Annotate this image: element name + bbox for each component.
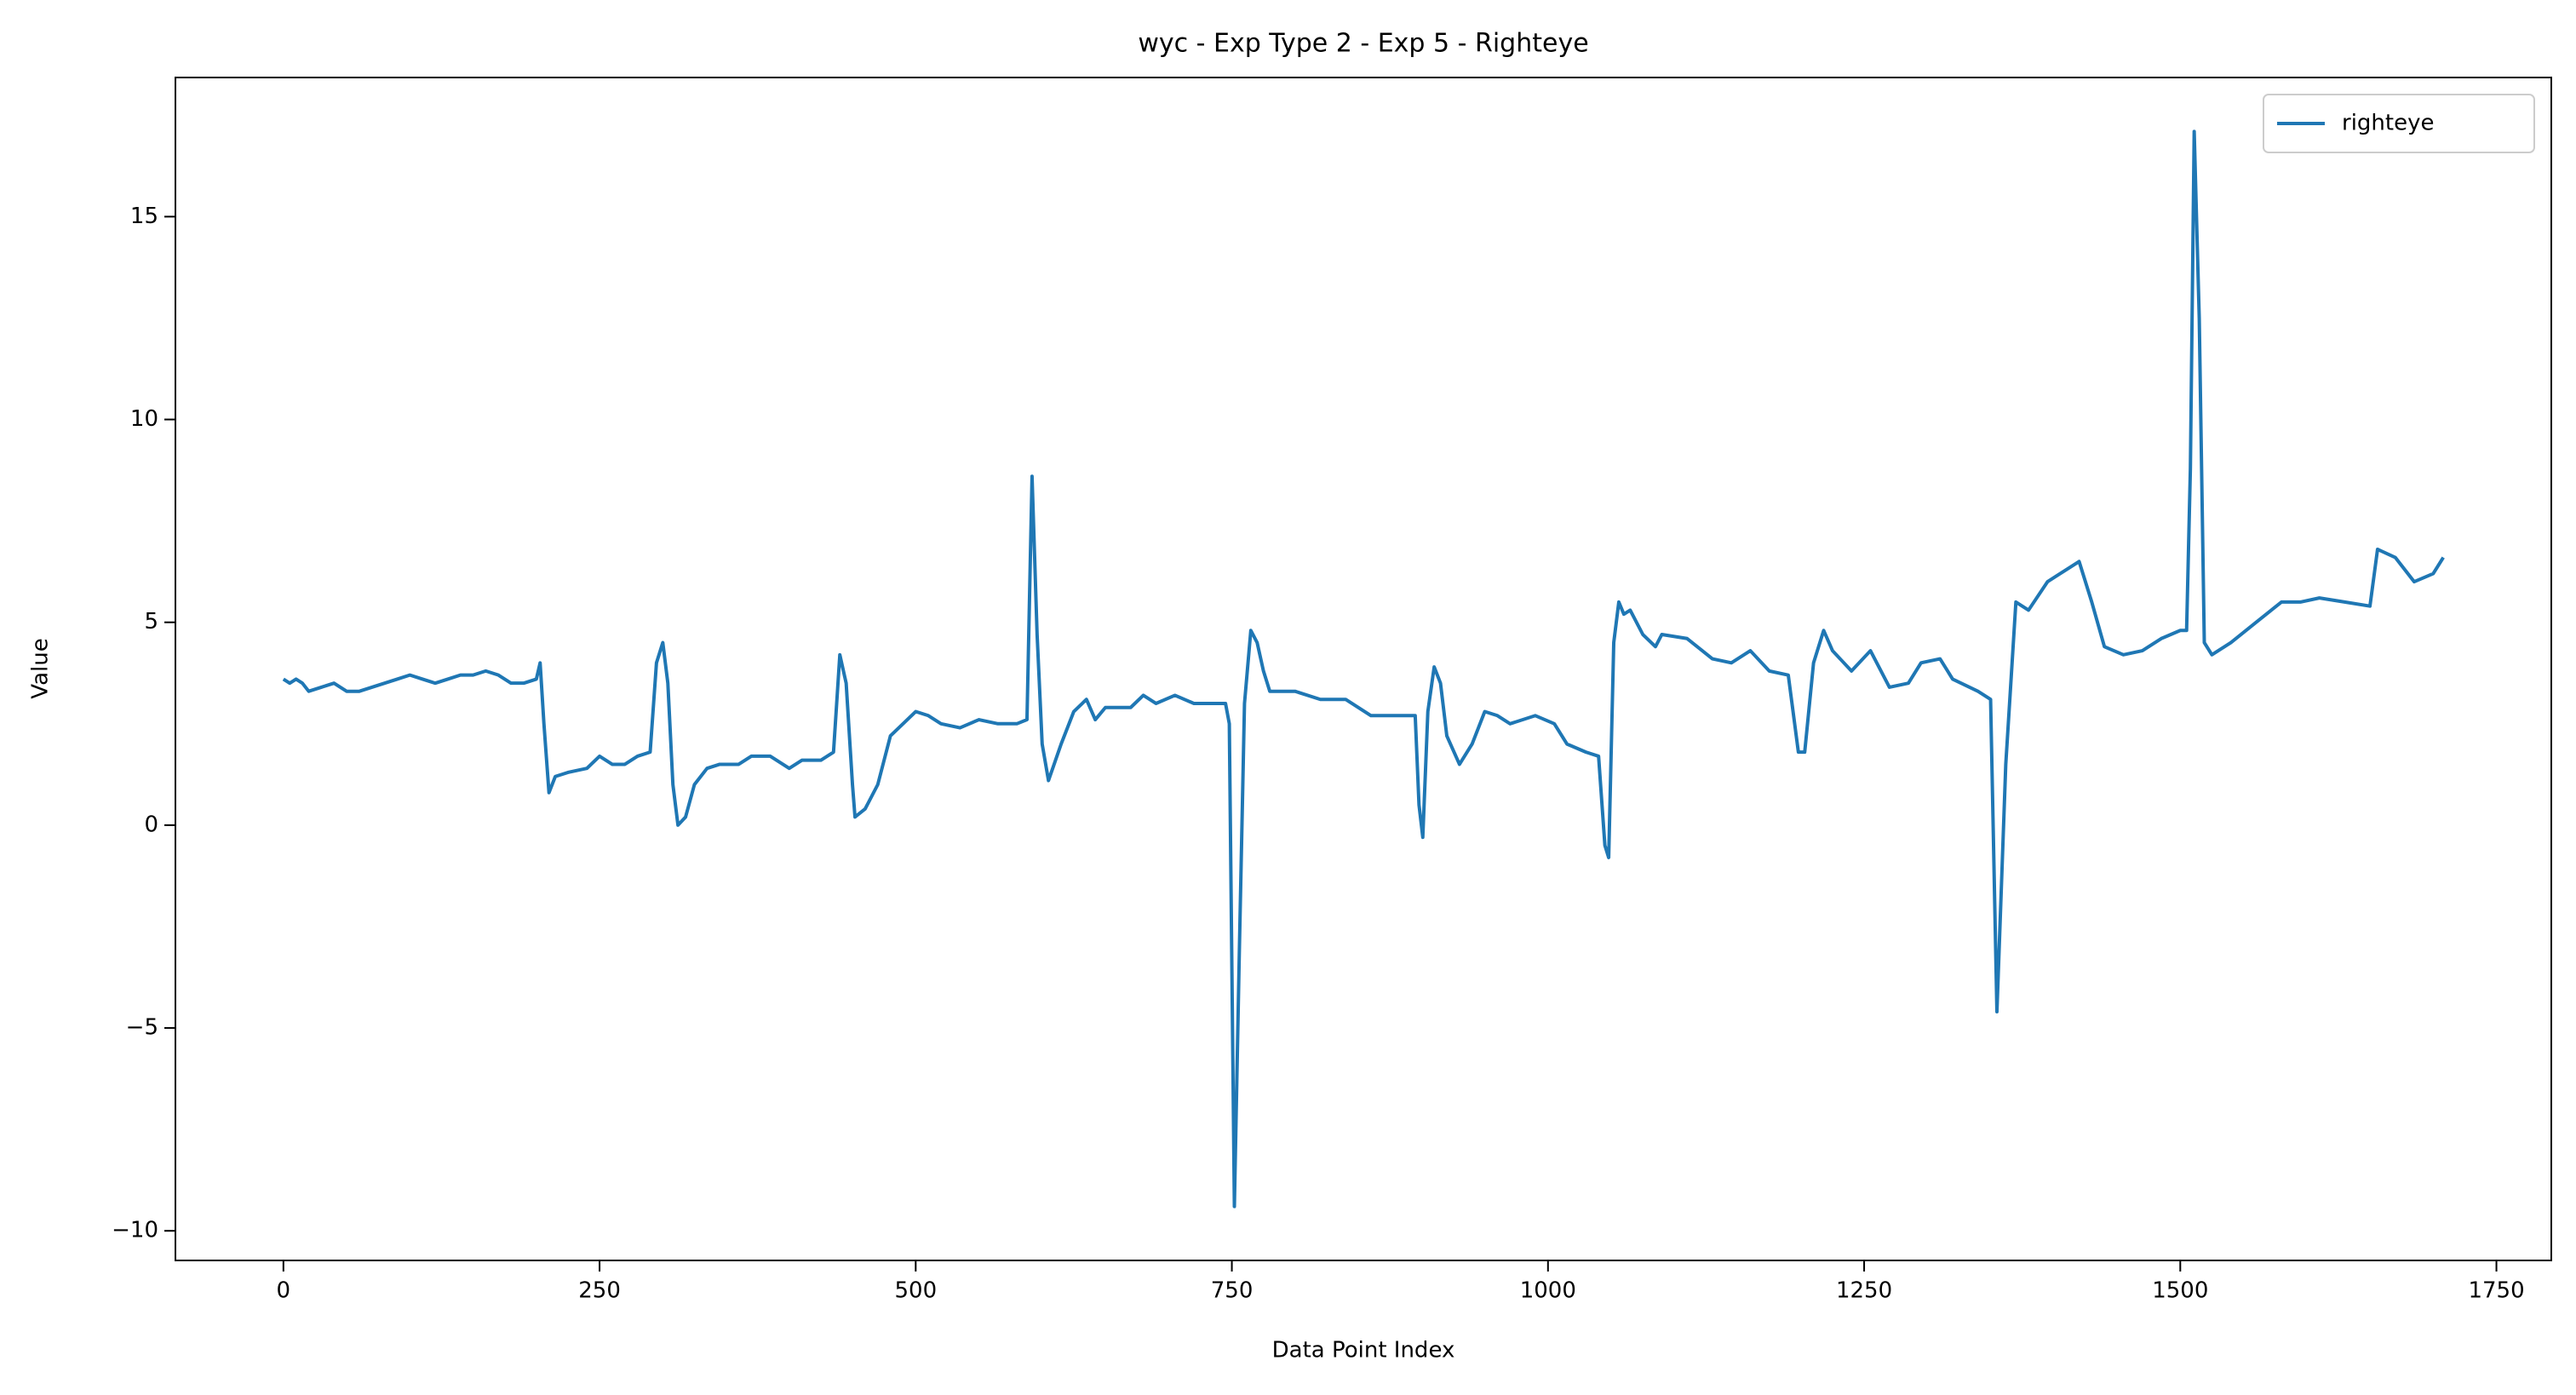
y-tick-label: 10 — [130, 406, 158, 432]
y-tick-label: 5 — [144, 609, 158, 634]
data-line — [282, 129, 2445, 1208]
x-tick-label: 1500 — [2152, 1278, 2208, 1304]
x-axis-label: Data Point Index — [1272, 1338, 1455, 1363]
chart-title: wyc - Exp Type 2 - Exp 5 - Righteye — [1138, 29, 1588, 59]
y-tick-label: 0 — [144, 812, 158, 837]
y-tick-label: −10 — [112, 1218, 158, 1243]
x-tick-label: 1000 — [1520, 1278, 1576, 1304]
x-tick-label: 250 — [578, 1278, 621, 1304]
y-tick-label: −5 — [126, 1015, 158, 1041]
legend-label: righteye — [2342, 111, 2434, 136]
x-tick-label: 0 — [277, 1278, 291, 1304]
legend-frame — [2263, 94, 2535, 153]
x-tick-label: 1250 — [1836, 1278, 1892, 1304]
x-tick-label: 1750 — [2468, 1278, 2524, 1304]
y-axis-label: Value — [28, 638, 54, 698]
plot-frame — [175, 77, 2552, 1261]
x-tick-label: 750 — [1211, 1278, 1254, 1304]
legend: righteye — [2263, 94, 2535, 153]
x-tick-label: 500 — [894, 1278, 937, 1304]
y-tick-label: 15 — [130, 204, 158, 229]
